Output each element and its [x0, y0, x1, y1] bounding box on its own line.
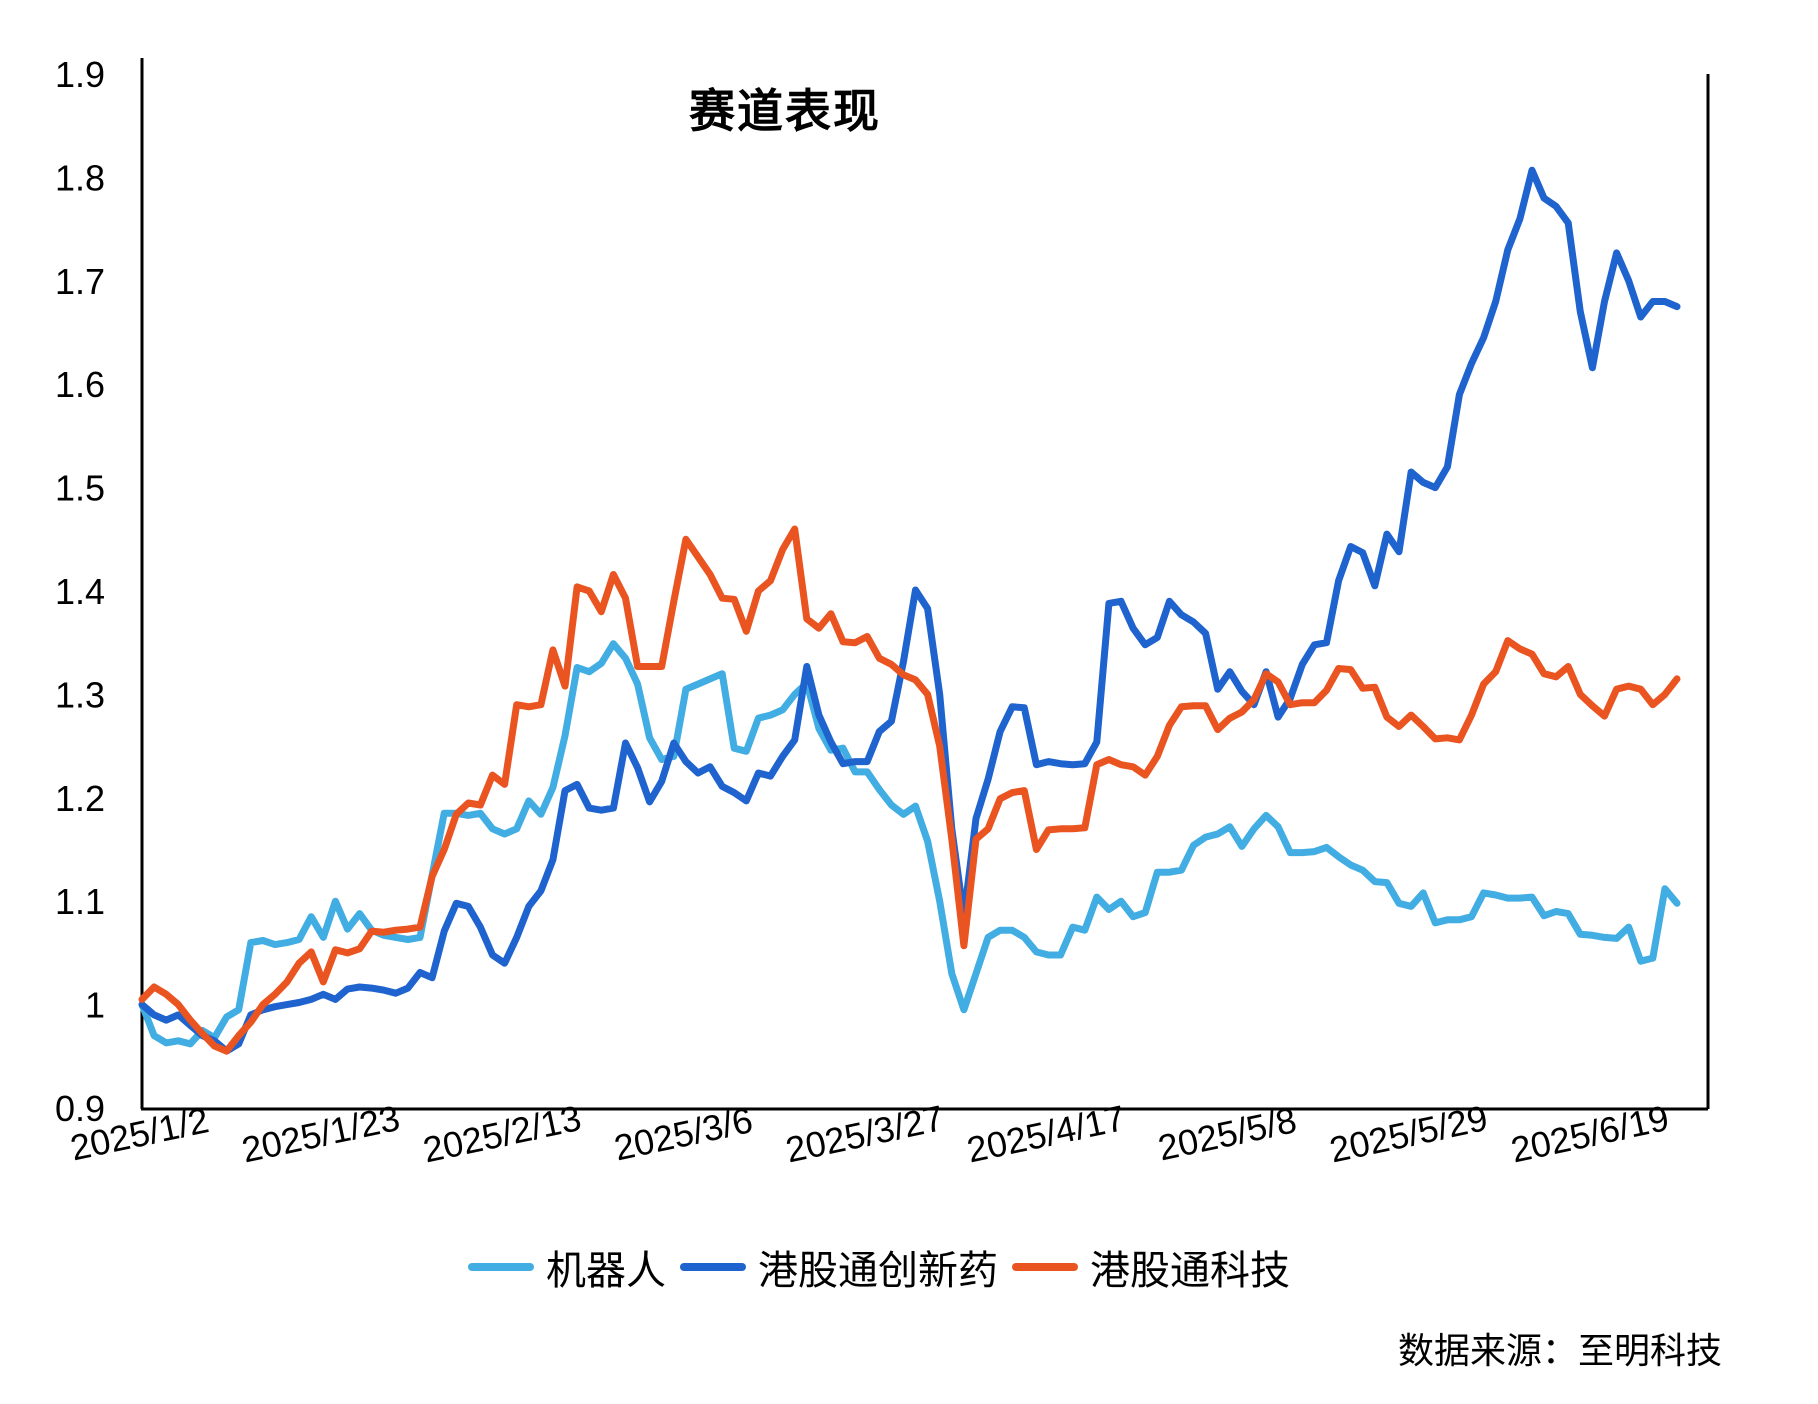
- y-tick-label: 1.6: [55, 364, 105, 405]
- legend: 机器人 港股通创新药 港股通科技: [0, 1238, 1758, 1296]
- y-tick-label: 1.7: [55, 261, 105, 302]
- y-tick-label: 1.5: [55, 468, 105, 509]
- legend-item-tech: 港股通科技: [1012, 1238, 1290, 1296]
- legend-item-robot: 机器人: [468, 1238, 666, 1296]
- chart-title: 赛道表现: [689, 85, 881, 137]
- pharma-line-swatch-icon: [680, 1263, 746, 1271]
- legend-label-tech: 港股通科技: [1090, 1249, 1290, 1293]
- y-tick-label: 1.9: [55, 54, 105, 95]
- robot-line: [138, 640, 1681, 1048]
- y-tick-label: 1: [85, 985, 105, 1026]
- source-note: 数据来源：至明科技: [1397, 1330, 1722, 1371]
- y-tick-label: 1.2: [55, 778, 105, 819]
- robot-line-swatch-icon: [468, 1263, 534, 1271]
- tech-line: [138, 525, 1681, 1055]
- y-tick-label: 1.8: [55, 157, 105, 198]
- y-tick-label: 0.9: [55, 1088, 105, 1129]
- legend-label-robot: 机器人: [546, 1249, 666, 1293]
- tech-line-swatch-icon: [1012, 1263, 1078, 1271]
- legend-item-pharma: 港股通创新药: [680, 1238, 998, 1296]
- pharma-line: [138, 166, 1681, 1055]
- y-tick-label: 1.1: [55, 881, 105, 922]
- y-tick-label: 1.4: [55, 571, 105, 612]
- y-tick-label: 1.3: [55, 674, 105, 715]
- legend-label-pharma: 港股通创新药: [758, 1249, 998, 1293]
